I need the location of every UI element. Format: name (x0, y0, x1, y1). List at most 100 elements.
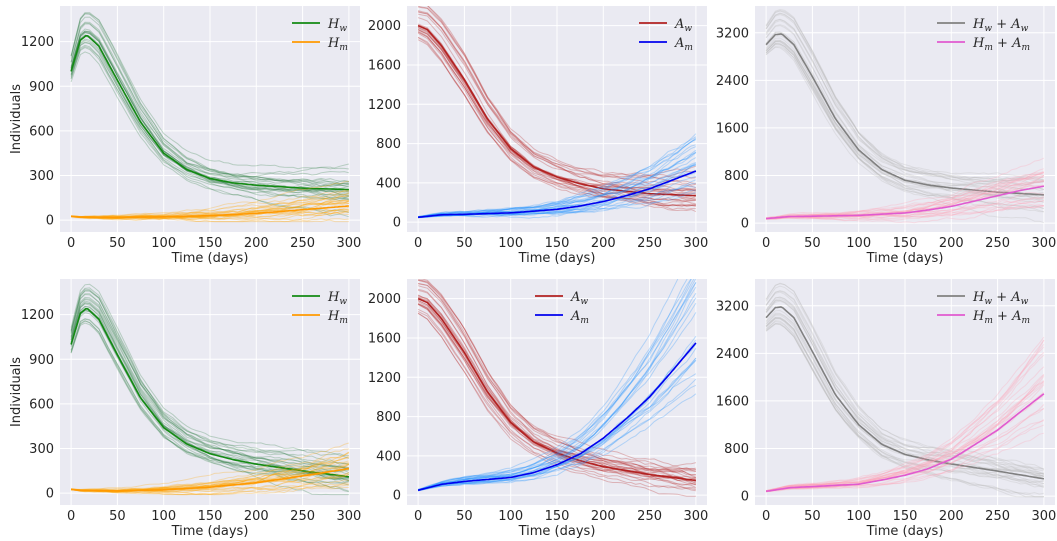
simulation-trace (765, 42, 1045, 211)
simulation-trace (70, 283, 349, 457)
y-axis-label: Individuals (9, 84, 24, 154)
y-tick-label: 0 (741, 490, 749, 505)
simulation-trace (418, 151, 697, 218)
simulation-trace (418, 282, 697, 467)
simulation-trace (417, 303, 696, 480)
plot-area (417, 6, 697, 219)
simulation-trace (70, 312, 350, 469)
simulation-trace (417, 347, 697, 491)
simulation-trace (417, 308, 697, 489)
simulation-trace (765, 290, 1045, 471)
simulation-trace (418, 164, 697, 219)
simulation-trace (765, 323, 1044, 484)
y-tick-label: 1600 (716, 121, 749, 136)
simulation-trace (417, 294, 696, 476)
legend-label: Hm (327, 36, 348, 53)
simulation-trace (417, 289, 697, 470)
y-tick-label: 1200 (21, 35, 54, 50)
mean-line-Hm (71, 467, 350, 492)
simulation-trace (71, 195, 349, 218)
simulation-trace (71, 486, 349, 496)
legend-label: Aw (570, 290, 588, 307)
simulation-trace (765, 35, 1044, 200)
simulation-trace (417, 279, 695, 491)
y-tick-label: 800 (724, 169, 749, 184)
simulation-trace (765, 366, 1045, 492)
simulation-trace (418, 144, 697, 218)
simulation-trace (766, 340, 1045, 492)
simulation-trace (70, 30, 350, 200)
simulation-trace (70, 296, 350, 465)
simulation-trace (417, 285, 697, 486)
simulation-trace (765, 44, 1044, 203)
legend-label: Hw + Aw (972, 17, 1029, 34)
legend-label: Hm + Am (972, 36, 1030, 53)
x-tick-label: 200 (591, 236, 616, 251)
y-tick-label: 1200 (368, 98, 401, 113)
simulation-trace (417, 304, 696, 473)
simulation-trace (417, 301, 696, 492)
simulation-trace (417, 279, 688, 491)
simulation-trace (765, 323, 1044, 478)
simulation-trace (417, 292, 697, 491)
x-axis-label: Time (days) (518, 524, 596, 539)
simulation-trace (417, 10, 696, 179)
simulation-trace (417, 279, 697, 478)
simulation-trace (765, 13, 1045, 204)
simulation-trace (765, 407, 1045, 492)
simulation-trace (70, 293, 349, 471)
y-tick-label: 800 (376, 410, 401, 425)
simulation-trace (766, 380, 1045, 492)
simulation-trace (766, 352, 1045, 492)
y-tick-label: 2400 (716, 347, 749, 362)
simulation-trace (417, 279, 679, 490)
simulation-trace (70, 302, 349, 481)
simulation-trace (766, 205, 1044, 221)
simulation-trace (766, 381, 1045, 492)
legend: Hw + Aw Hm + Am (937, 17, 1030, 53)
simulation-trace (417, 343, 697, 491)
mean-line-Am (418, 170, 697, 219)
legend-label: Hm + Am (972, 309, 1030, 326)
simulation-trace (417, 378, 697, 492)
legend-label: Hw (327, 17, 347, 34)
simulation-trace (766, 157, 1045, 219)
simulation-trace (765, 316, 1044, 485)
simulation-trace (765, 285, 1045, 475)
x-tick-label: 250 (637, 236, 662, 251)
simulation-trace (766, 336, 1045, 492)
simulation-trace (766, 172, 1044, 219)
x-tick-label: 150 (545, 509, 570, 524)
simulation-trace (765, 18, 1044, 185)
x-axis-label: Time (days) (171, 251, 249, 266)
simulation-trace (417, 279, 697, 491)
simulation-trace (417, 31, 697, 207)
simulation-trace (418, 182, 696, 218)
simulation-trace (70, 298, 350, 459)
y-tick-label: 1600 (368, 58, 401, 73)
simulation-trace (71, 463, 350, 493)
simulation-trace (417, 279, 692, 491)
x-tick-label: 0 (67, 236, 75, 251)
simulation-trace (766, 419, 1045, 493)
y-tick-label: 1200 (21, 308, 54, 323)
x-tick-label: 200 (939, 236, 964, 251)
x-tick-label: 250 (637, 509, 662, 524)
x-tick-label: 200 (244, 509, 269, 524)
simulation-trace (417, 300, 697, 483)
simulation-trace (417, 360, 697, 491)
simulation-trace (765, 46, 1045, 213)
simulation-trace (765, 298, 1044, 472)
simulation-trace (765, 31, 1044, 195)
simulation-trace (70, 30, 350, 194)
simulation-trace (417, 279, 696, 479)
simulation-trace (765, 312, 1044, 475)
simulation-band-0 (765, 282, 1045, 498)
simulation-trace (418, 139, 697, 218)
simulation-trace (765, 31, 1045, 182)
legend-label: Hw + Aw (972, 290, 1029, 307)
simulation-trace (765, 318, 1045, 482)
simulation-trace (765, 41, 1044, 213)
x-tick-label: 100 (846, 236, 871, 251)
